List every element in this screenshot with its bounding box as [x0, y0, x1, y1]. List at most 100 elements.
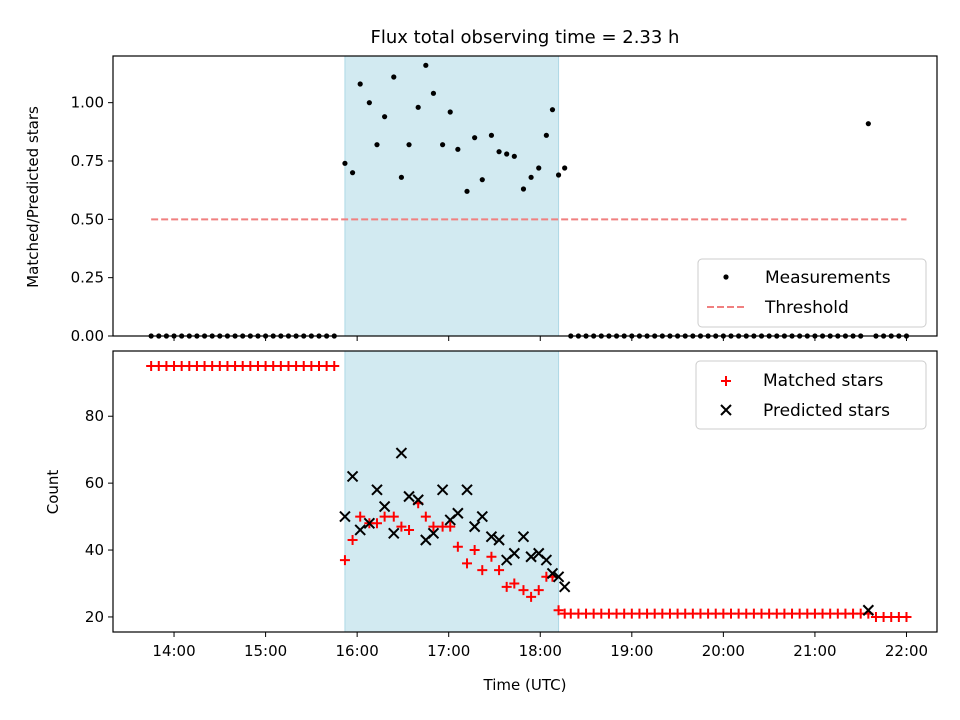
matched-stars-point: [388, 511, 399, 522]
y-tick-label: 80: [85, 407, 104, 425]
measurement-point: [382, 114, 388, 120]
measurement-point: [511, 153, 517, 159]
predicted-stars-point: [436, 484, 449, 496]
y-tick-label: 60: [85, 474, 104, 492]
matched-stars-point: [347, 535, 358, 546]
predicted-stars-point: [346, 470, 359, 483]
measurement-point: [415, 104, 421, 110]
predicted-stars-point: [371, 484, 383, 496]
measurement-point: [488, 132, 495, 138]
measurement-point: [464, 188, 470, 194]
matched-stars-point: [526, 591, 537, 602]
observing-window-span: [344, 350, 560, 633]
top-axes: 0.00 0.25 0.50 0.75 1.00 Measurements Threshol…: [71, 55, 938, 345]
legend-measurements-label: Measurements: [765, 268, 891, 288]
legend-predicted-label: Predicted stars: [763, 401, 890, 421]
bottom-y-axis-label: Count: [44, 470, 62, 515]
matched-stars-point: [553, 605, 564, 616]
measurement-point: [555, 172, 562, 178]
x-tick-label: 21:00: [793, 642, 836, 660]
measurement-point: [398, 174, 404, 180]
matched-stars-point: [452, 541, 463, 552]
x-axis-label: Time (UTC): [483, 676, 567, 694]
measurement-point: [520, 186, 527, 192]
x-tick-label: 17:00: [427, 642, 470, 660]
matched-stars-point: [355, 511, 366, 522]
chart-title: Flux total observing time = 2.33 h: [371, 27, 680, 48]
matched-stars-point: [379, 511, 390, 522]
predicted-stars-point: [546, 567, 559, 580]
predicted-stars-point: [461, 484, 473, 496]
x-tick-label: 18:00: [519, 642, 562, 660]
y-tick-label: 20: [85, 608, 104, 626]
legend-box: [695, 360, 927, 430]
measurement-point: [391, 74, 397, 80]
x-tick-label: 14:00: [152, 642, 195, 660]
legend-matched-label: Matched stars: [763, 371, 883, 391]
matched-stars-point: [462, 558, 473, 569]
predicted-stars-point: [395, 447, 408, 459]
predicted-stars-point: [403, 490, 415, 503]
matched-stars-point: [329, 361, 340, 372]
x-tick-label: 20:00: [702, 642, 745, 660]
measurement-point: [496, 149, 502, 155]
measurement-point: [562, 165, 568, 171]
matched-stars-point: [509, 578, 520, 589]
bottom-axes: 20 40 60 80 14:00 15:00 16:00 17:00 18:00 19:00 20…: [85, 350, 938, 660]
matched-stars-point: [396, 521, 407, 532]
bottom-legend: Matched stars Predicted stars: [695, 360, 927, 430]
measurement-point: [366, 100, 372, 106]
predicted-stars-point: [339, 510, 351, 523]
measurement-point: [406, 142, 412, 148]
measurement-point: [430, 90, 437, 96]
y-tick-label: 1.00: [71, 94, 104, 112]
x-tick-label: 15:00: [244, 642, 287, 660]
x-tick-label: 19:00: [610, 642, 653, 660]
y-tick-label: 40: [85, 541, 104, 559]
predicted-stars-point: [427, 527, 440, 540]
matched-stars-point: [486, 551, 497, 562]
matched-stars-point: [518, 585, 529, 596]
measurement-point: [536, 165, 542, 171]
measurement-point: [374, 142, 380, 148]
predicted-stars-point: [363, 517, 376, 529]
measurement-point: [447, 109, 453, 115]
measurement-point: [349, 170, 356, 176]
predicted-stars-point: [354, 524, 366, 536]
predicted-stars-point: [517, 530, 530, 543]
top-y-axis-label: Matched/Predicted stars: [24, 106, 42, 288]
observing-window-span: [344, 55, 560, 337]
measurement-point: [504, 151, 510, 157]
predicted-stars-point: [558, 581, 571, 593]
matched-stars-point: [494, 565, 505, 576]
y-tick-label: 0.75: [71, 152, 104, 170]
legend-box: [697, 258, 927, 328]
matched-stars-point: [428, 521, 439, 532]
series-matched-stars: [146, 361, 912, 622]
measurement-point: [423, 62, 429, 68]
matched-stars-point: [445, 521, 456, 532]
predicted-stars-point: [485, 530, 498, 543]
predicted-stars-point: [508, 547, 521, 560]
predicted-stars-point: [525, 551, 537, 563]
matched-stars-point: [533, 585, 544, 596]
measurement-point: [528, 174, 534, 180]
matched-stars-point: [501, 581, 512, 592]
legend-predicted-marker: [720, 404, 732, 416]
top-legend: Measurements Threshold: [697, 258, 927, 328]
y-tick-label: 0.00: [71, 327, 104, 345]
legend-matched-marker: [721, 376, 731, 386]
x-tick-label: 16:00: [336, 642, 379, 660]
matched-stars-point: [477, 565, 488, 576]
predicted-stars-point: [862, 604, 875, 616]
axes-frame: [112, 350, 938, 633]
predicted-stars-point: [452, 507, 464, 519]
matched-stars-point: [469, 545, 480, 556]
legend-threshold-label: Threshold: [764, 298, 849, 318]
series-predicted-stars: [339, 447, 875, 616]
predicted-stars-point: [412, 494, 424, 506]
matched-stars-point: [371, 518, 382, 529]
measurement-point: [440, 142, 446, 148]
measurement-point: [357, 81, 363, 87]
